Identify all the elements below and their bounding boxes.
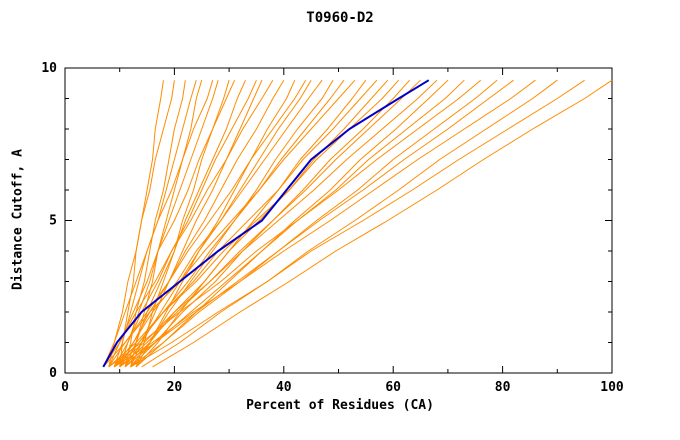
x-tick-label: 20 [167, 380, 183, 395]
series-model-34 [113, 79, 536, 368]
series-model-28 [113, 79, 438, 368]
series-model-16 [108, 79, 307, 368]
x-axis-label: Percent of Residues (CA) [246, 398, 434, 413]
series-model-12 [130, 79, 263, 368]
series-model-22 [135, 79, 367, 368]
series-model-36 [130, 79, 585, 368]
x-tick-label: 60 [385, 380, 401, 395]
series-model-06 [102, 80, 214, 368]
series-model-09 [108, 79, 236, 368]
y-tick-label: 5 [49, 214, 57, 229]
series-model-08 [135, 80, 230, 368]
series-model-23 [113, 79, 378, 368]
x-tick-label: 0 [61, 380, 69, 395]
series-model-15 [135, 79, 296, 368]
series-model-29 [135, 79, 449, 368]
series-model-25 [108, 79, 400, 368]
chart-title: T0960-D2 [306, 10, 374, 26]
series-model-31 [108, 79, 482, 368]
series-model-24 [124, 79, 389, 368]
x-tick-label: 40 [276, 380, 292, 395]
series-model-07 [119, 80, 219, 368]
series-model-35 [141, 79, 558, 368]
series-model-02 [108, 80, 175, 368]
x-tick-label: 80 [495, 380, 511, 395]
series-model-10 [124, 79, 246, 368]
y-tick-label: 0 [49, 366, 57, 381]
series-model-18 [113, 79, 323, 368]
series-model-13 [102, 79, 274, 368]
y-tick-label: 10 [41, 61, 57, 76]
series-model-11 [113, 79, 257, 368]
series-model-37 [152, 79, 613, 368]
y-axis-label: Distance Cutoff, A [10, 149, 26, 290]
series-model-33 [119, 79, 514, 368]
series-highlighted-model [102, 79, 430, 368]
series-model-32 [130, 79, 498, 368]
series-model-14 [119, 79, 285, 368]
series-model-21 [102, 79, 356, 368]
x-tick-label: 100 [600, 380, 624, 395]
plot-border [64, 67, 613, 374]
